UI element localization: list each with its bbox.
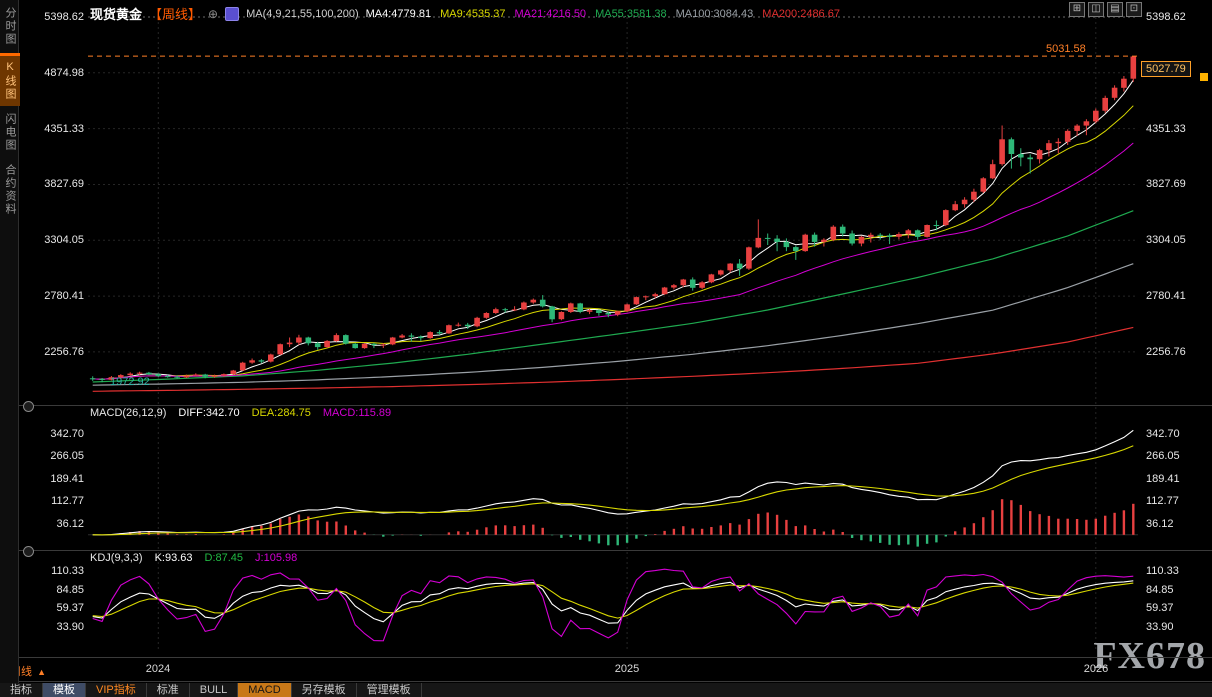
circle-plus-icon[interactable]: ⊕: [208, 6, 219, 21]
last-price-box: 5027.79: [1141, 61, 1191, 77]
macd-axis-tick-right: 266.05: [1146, 450, 1180, 462]
ma-lines-layer: [92, 79, 1134, 392]
tab-standard[interactable]: 标准: [147, 683, 190, 697]
x-axis-year-label: 2024: [145, 663, 171, 675]
panel-toggle-icon[interactable]: [23, 546, 34, 557]
ma-values: MA4:4779.81 MA9:4535.37 MA21:4216.50 MA55:3…: [366, 8, 840, 20]
price-axis-tick-right: 2256.76: [1146, 346, 1186, 358]
latest-price-flag-icon[interactable]: [1200, 73, 1208, 81]
macd-layer: [88, 429, 1138, 547]
price-axis-tick-right: 2780.41: [1146, 290, 1186, 302]
price-axis-tick-left: 2780.41: [44, 290, 84, 302]
kdj-axis-tick-right: 110.33: [1146, 565, 1179, 577]
price-axis-tick-left: 4874.98: [44, 67, 84, 79]
price-axis-tick-right: 3304.05: [1146, 234, 1186, 246]
split-pane-icon[interactable]: ◫: [1088, 2, 1104, 17]
kdj-header: KDJ(9,3,3) K:93.63 D:87.45 J:105.98: [90, 552, 297, 564]
panel-separator: [19, 681, 1212, 682]
price-axis-tick-left: 3304.05: [44, 234, 84, 246]
sidebar-item-lightning[interactable]: 闪电图: [4, 113, 16, 152]
macd-values: DIFF:342.70 DEA:284.75 MACD:115.89: [178, 407, 391, 419]
macd-axis-tick-left: 36.12: [56, 518, 84, 530]
macd-axis-tick-right: 112.77: [1146, 495, 1179, 507]
ma-value-label: MA21:4216.50: [514, 7, 587, 20]
add-pane-icon[interactable]: ⊞: [1069, 2, 1085, 17]
kdj-title: KDJ(9,3,3): [90, 552, 143, 564]
panel-separator[interactable]: [19, 550, 1212, 551]
x-axis-year-label: 2026: [1083, 663, 1109, 675]
tab-manage-template[interactable]: 管理模板: [357, 683, 422, 697]
tab-save-template[interactable]: 另存模板: [292, 683, 357, 697]
tab-vip-indicators[interactable]: VIP指标: [86, 683, 147, 697]
indicator-icon[interactable]: [225, 6, 240, 21]
tab-indicators[interactable]: 指标: [0, 683, 43, 697]
panel-toggle-icon[interactable]: [23, 401, 34, 412]
kdj-axis-tick-left: 59.37: [56, 602, 84, 614]
ma-value-label: MA4:4779.81: [365, 7, 432, 20]
tab-macd[interactable]: MACD: [238, 683, 292, 697]
kdj-axis-tick-left: 33.90: [56, 621, 84, 633]
sidebar-item-timeshare[interactable]: 分时图: [4, 7, 16, 46]
period-tag: 【周线】: [149, 7, 202, 22]
price-axis-tick-right: 5398.62: [1146, 11, 1186, 23]
chart-toolbar: ⊞ ◫ ▤ ⊡: [1069, 2, 1142, 17]
macd-axis-tick-right: 189.41: [1146, 473, 1180, 485]
macd-axis-tick-right: 342.70: [1146, 428, 1180, 440]
macd-axis-tick-left: 189.41: [50, 473, 84, 485]
triangle-up-icon: ▲: [37, 667, 46, 677]
kdj-d-value: D:87.45: [204, 552, 244, 564]
macd-hist-value: MACD:115.89: [322, 407, 392, 419]
kdj-values: K:93.63 D:87.45 J:105.98: [155, 552, 298, 564]
price-axis-tick-right: 3827.69: [1146, 178, 1186, 190]
kdj-k-value: K:93.63: [154, 552, 193, 564]
kdj-layer: [92, 568, 1134, 642]
expand-icon[interactable]: ⊡: [1126, 2, 1142, 17]
ma-value-label: MA100:3084.43: [675, 7, 754, 20]
macd-diff-value: DIFF:342.70: [178, 407, 240, 419]
macd-axis-tick-left: 112.77: [51, 495, 84, 507]
kdj-axis-tick-right: 84.85: [1146, 584, 1174, 596]
tab-templates[interactable]: 模板: [43, 683, 86, 697]
kdj-axis-tick-left: 110.33: [51, 565, 84, 577]
price-axis-tick-right: 4351.33: [1146, 123, 1186, 135]
x-axis-year-label: 2025: [614, 663, 640, 675]
start-low-label: 1972.92: [110, 376, 150, 388]
macd-axis-tick-left: 342.70: [50, 428, 84, 440]
price-axis-tick-left: 2256.76: [44, 346, 84, 358]
kdj-axis-tick-right: 59.37: [1146, 602, 1174, 614]
macd-dea-value: DEA:284.75: [251, 407, 311, 419]
panel-separator[interactable]: [19, 657, 1212, 658]
candles-layer: [89, 56, 1137, 383]
ma-value-label: MA55:3581.38: [595, 7, 667, 20]
ma-value-label: MA9:4535.37: [440, 7, 506, 20]
chart-header: 现货黄金 【周线】 ⊕ MA(4,9,21,55,100,200) MA4:47…: [90, 4, 840, 23]
watermark: FX678: [1093, 635, 1206, 677]
grid-layer: [88, 16, 1138, 652]
ma-settings-label: MA(4,9,21,55,100,200): [246, 7, 359, 20]
price-axis-tick-left: 5398.62: [44, 11, 84, 23]
macd-title: MACD(26,12,9): [90, 407, 167, 419]
price-axis-tick-left: 3827.69: [44, 178, 84, 190]
kdj-axis-tick-left: 84.85: [56, 584, 84, 596]
price-axis-tick-left: 4351.33: [44, 123, 84, 135]
symbol-name: 现货黄金: [90, 7, 143, 22]
ma-value-label: MA200:2486.67: [762, 7, 840, 20]
sidebar-item-kline[interactable]: K线图: [0, 53, 20, 106]
kdj-axis-tick-right: 33.90: [1146, 621, 1174, 633]
high-price-label: 5031.58: [1046, 43, 1086, 55]
tab-bull[interactable]: BULL: [190, 683, 239, 697]
panel-separator[interactable]: [19, 405, 1212, 406]
rows-layout-icon[interactable]: ▤: [1107, 2, 1123, 17]
left-toolbar: 分时图 K线图闪电图合约资料: [0, 0, 20, 697]
bottom-tab-bar: 指标 模板 VIP指标 标准 BULL MACD 另存模板 管理模板: [0, 683, 1212, 697]
sidebar-item-contract-info[interactable]: 合约资料: [4, 164, 16, 216]
kdj-j-value: J:105.98: [255, 552, 298, 564]
macd-axis-tick-left: 266.05: [50, 450, 84, 462]
macd-header: MACD(26,12,9) DIFF:342.70 DEA:284.75 MACD:…: [90, 407, 391, 419]
macd-axis-tick-right: 36.12: [1146, 518, 1174, 530]
